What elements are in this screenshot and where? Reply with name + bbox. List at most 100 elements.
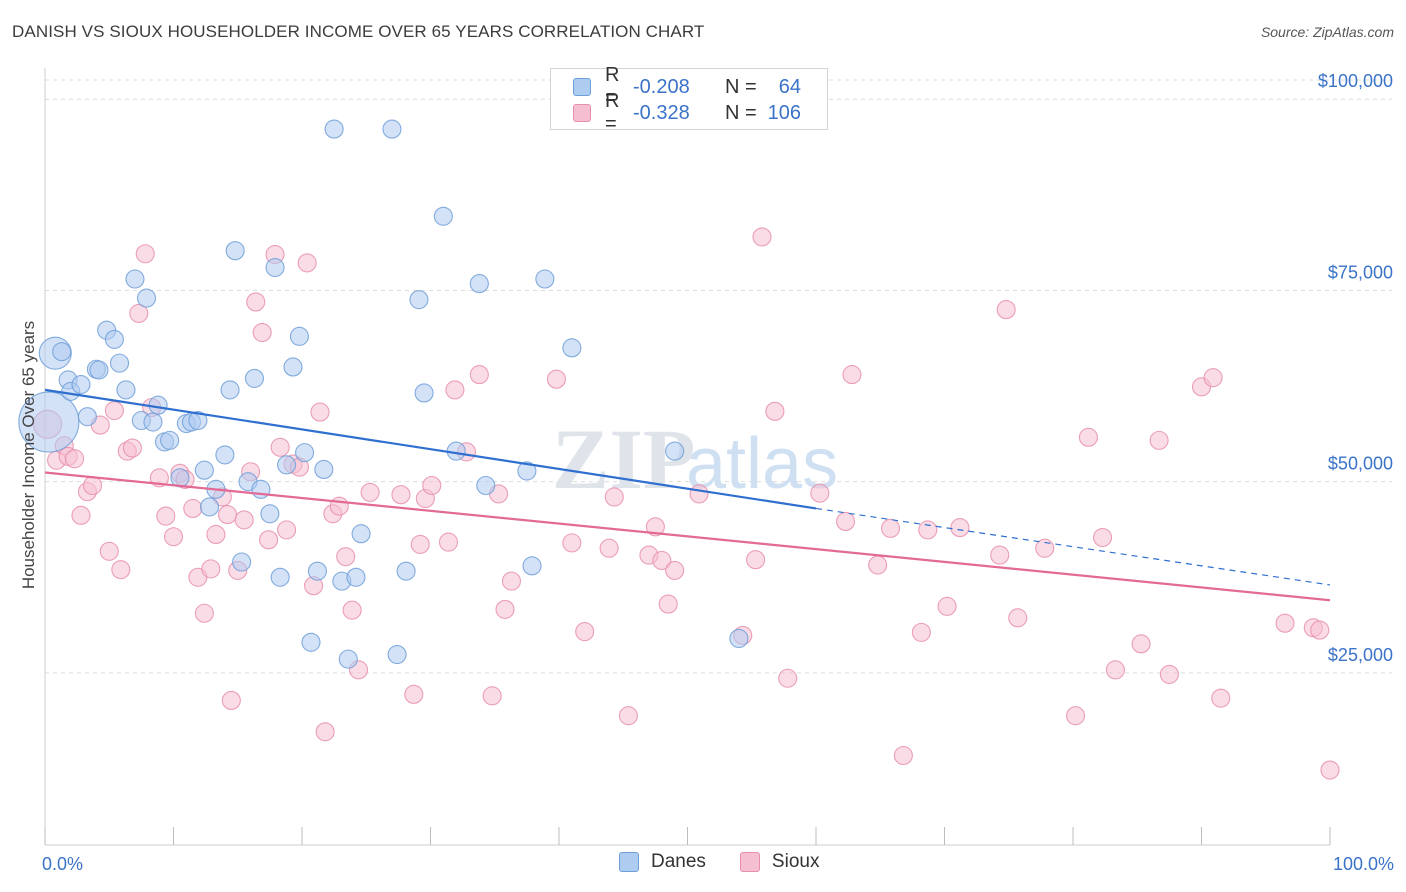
n-value: 106 [767,101,801,124]
sioux-point [599,538,619,558]
data-points [18,119,1340,780]
sioux-point [604,487,624,507]
danes-point [324,119,344,139]
sioux-point [201,559,221,579]
sioux-point [310,402,330,422]
sioux-point [246,292,266,312]
r-value: -0.208 [633,75,690,98]
sioux-point [438,532,459,552]
danes-point [387,644,407,665]
n-label: N = [725,101,757,124]
danes-point [346,567,366,587]
danes-point [116,380,136,400]
sioux-trend-line [44,471,1331,602]
sioux-point [122,438,142,458]
sioux-point [810,483,830,503]
sioux-point [482,686,502,706]
sioux-point [1275,613,1295,633]
sioux-point [842,365,862,385]
danes-point [199,497,220,517]
y-tick-label: $75,000 [1328,262,1393,282]
danes-point [18,391,80,453]
sioux-point [99,541,119,561]
danes-point [244,368,265,388]
y-tick-label: $25,000 [1328,645,1393,665]
danes-point [409,290,429,310]
sioux-label: Sioux [771,851,820,872]
y-tick-label: $50,000 [1328,454,1393,474]
sioux-point [336,547,356,567]
sioux-point [1066,706,1086,726]
danes-point [109,353,130,373]
sioux-point [469,365,489,385]
legend-row-danes: R = -0.208 N = 64 [573,64,801,109]
axis-labels: Householder Income Over 65 years $25,000… [19,71,1394,874]
danes-point [283,357,303,377]
sioux-point [1093,527,1113,548]
danes-point [469,274,489,294]
danes-point [476,475,496,496]
danes-point [188,410,208,431]
sioux-point [1131,634,1151,654]
danes-point [220,380,240,400]
sioux-point [259,530,279,550]
sioux-point [111,560,131,580]
danes-point [125,269,145,289]
sioux-point [562,533,582,553]
legend-item-sioux[interactable]: Sioux [739,851,820,873]
danes-point [225,241,245,261]
y-axis-title: Householder Income Over 65 years [19,321,38,589]
sioux-point [1320,760,1340,780]
danes-point [215,445,235,465]
danes-point [414,383,434,403]
sioux-point [1105,660,1125,680]
danes-point [71,374,91,395]
sioux-point [575,622,595,642]
sioux-point [618,706,638,726]
legend-item-danes[interactable]: Danes [619,851,706,873]
danes-point [314,459,334,479]
danes-point [289,326,309,346]
danes-point [104,329,124,349]
danes-point [232,552,252,572]
sioux-point [410,534,430,554]
correlation-legend: R = -0.208 N = 64 R = -0.328 N = 106 [550,64,828,135]
danes-point [665,441,685,461]
sioux-point [270,437,290,457]
sioux-point [329,496,349,516]
danes-point [260,504,280,524]
danes-point [270,567,290,587]
sioux-point [217,505,238,525]
legend-row-sioux: R = -0.328 N = 106 [573,90,801,135]
sioux-point [645,517,665,537]
sioux-point [206,524,226,545]
sioux-point [183,498,203,519]
sioux-point [1211,688,1231,708]
danes-point [396,561,416,581]
r-label: R = [605,90,620,135]
sioux-point [163,527,184,547]
danes-point [136,288,157,308]
x-tick-label: 100.0% [1333,854,1394,874]
danes-point [265,257,285,278]
sioux-point [82,475,103,496]
sioux-point [880,518,901,538]
sioux-point [937,596,957,616]
sioux-point [404,684,424,704]
sioux-point [297,253,317,273]
danes-point [338,649,358,669]
n-label: N = [725,75,757,98]
r-label: R = [605,64,620,109]
sioux-swatch [573,104,591,122]
sioux-point [765,401,785,421]
sioux-point [221,690,241,710]
danes-point [277,455,297,475]
sioux-point [422,475,442,496]
sioux-point [1310,620,1330,640]
sioux-point [658,594,678,614]
sioux-point [652,550,672,571]
sioux-point [1149,430,1169,450]
sioux-point [996,300,1016,320]
danes-point [194,460,214,480]
sioux-point [868,555,888,575]
